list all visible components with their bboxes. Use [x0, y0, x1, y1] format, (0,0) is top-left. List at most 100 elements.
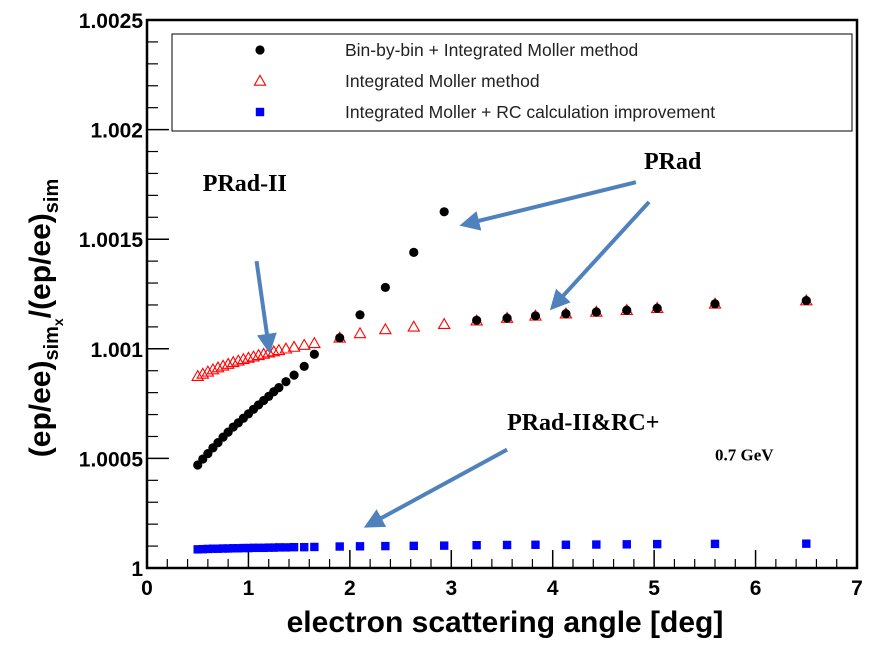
- data-point: [309, 349, 319, 359]
- data-point: [226, 355, 240, 368]
- data-marks: [191, 207, 813, 554]
- data-point: [472, 315, 482, 325]
- series-1: [193, 207, 811, 470]
- annotation-label: PRad-II&RC+: [507, 410, 659, 436]
- data-point: [378, 322, 392, 335]
- data-point: [213, 544, 223, 553]
- y-label-part2: /(ep/ee): [24, 213, 57, 318]
- data-point: [710, 299, 720, 309]
- y-label-sub1-sub: x: [50, 318, 66, 326]
- data-point: [249, 543, 258, 553]
- data-point: [502, 540, 512, 550]
- data-point: [274, 382, 284, 393]
- data-point: [281, 377, 291, 387]
- data-point: [259, 543, 268, 553]
- data-point: [801, 295, 811, 306]
- data-point: [264, 543, 273, 552]
- y-label-part1: (ep/ee): [24, 361, 57, 458]
- data-point: [279, 342, 293, 354]
- data-point: [355, 310, 365, 320]
- y-tick-label: 1.001: [90, 339, 143, 362]
- data-point: [206, 362, 220, 375]
- data-point: [310, 542, 319, 552]
- data-point: [297, 338, 311, 350]
- legend-marker: [255, 45, 265, 55]
- data-point: [502, 313, 512, 323]
- data-point: [439, 207, 449, 217]
- data-point: [472, 541, 481, 550]
- data-point: [591, 307, 601, 317]
- annotation-arrow: [254, 260, 277, 354]
- data-point: [622, 540, 631, 549]
- annotation-arrow: [363, 447, 509, 528]
- data-point: [193, 545, 202, 554]
- data-point: [201, 365, 215, 377]
- data-point: [252, 348, 266, 361]
- data-point: [246, 349, 261, 362]
- data-point: [335, 333, 345, 343]
- annotation-label: PRad-II: [203, 171, 287, 197]
- data-point: [221, 357, 235, 369]
- annotation-arrows: [254, 180, 651, 528]
- legend-box: [171, 33, 853, 132]
- data-point: [203, 544, 213, 554]
- data-point: [622, 305, 632, 315]
- data-point: [652, 303, 662, 313]
- data-point: [244, 543, 253, 553]
- data-point: [231, 354, 245, 366]
- legend-label: Bin-by-bin + Integrated Moller method: [345, 40, 638, 60]
- x-tick-label: 0: [141, 577, 153, 600]
- data-point: [287, 340, 301, 352]
- x-tick-label: 3: [445, 577, 457, 600]
- x-tick-label: 6: [750, 577, 762, 600]
- plot-frame: [145, 18, 859, 570]
- data-point: [274, 543, 284, 552]
- data-point: [241, 351, 255, 363]
- data-point: [281, 543, 291, 552]
- data-point: [381, 541, 390, 551]
- y-tick-label: 1.0005: [79, 448, 144, 471]
- x-tick-label: 5: [648, 577, 660, 600]
- data-point: [409, 247, 419, 257]
- legend: Bin-by-bin + Integrated Moller method Int…: [171, 33, 853, 132]
- annotation-label: PRad: [644, 149, 702, 175]
- annotation-arrow: [459, 180, 637, 231]
- x-tick-label: 4: [547, 577, 559, 600]
- data-point: [196, 367, 210, 379]
- data-point: [300, 542, 309, 552]
- data-point: [191, 369, 205, 381]
- y-tick-label: 1.0015: [79, 229, 144, 252]
- data-point: [409, 541, 418, 551]
- y-tick-label: 1.002: [90, 120, 143, 143]
- data-point: [289, 542, 299, 552]
- legend-entries: Bin-by-bin + Integrated Moller method Int…: [253, 40, 715, 122]
- data-point: [380, 282, 390, 293]
- data-point: [437, 317, 451, 329]
- x-tick-label: 7: [851, 577, 863, 600]
- data-point: [218, 544, 228, 553]
- series-2: [191, 293, 813, 381]
- x-axis-label: electron scattering angle [deg]: [287, 606, 724, 639]
- legend-marker: [255, 107, 265, 117]
- y-label-sub2: sim: [41, 179, 63, 213]
- series-3: [193, 539, 811, 554]
- data-point: [335, 542, 344, 551]
- data-point: [229, 544, 238, 553]
- data-point: [530, 311, 541, 321]
- data-point: [223, 544, 233, 553]
- data-point: [239, 543, 248, 553]
- annotation-label: 0.7 GeV: [715, 446, 774, 465]
- legend-label: Integrated Moller method: [345, 71, 540, 91]
- y-axis-label: (ep/ee)simx/(ep/ee)sim: [24, 179, 66, 457]
- data-point: [289, 370, 299, 380]
- x-ticks: 0 1 2 3 4 5 6 7: [141, 550, 863, 600]
- y-label-sub1: sim: [41, 326, 63, 360]
- data-point: [439, 541, 449, 550]
- data-point: [353, 326, 367, 339]
- data-point: [236, 352, 250, 365]
- data-point: [299, 361, 309, 371]
- data-point: [307, 336, 321, 349]
- annotation-arrow: [549, 200, 651, 311]
